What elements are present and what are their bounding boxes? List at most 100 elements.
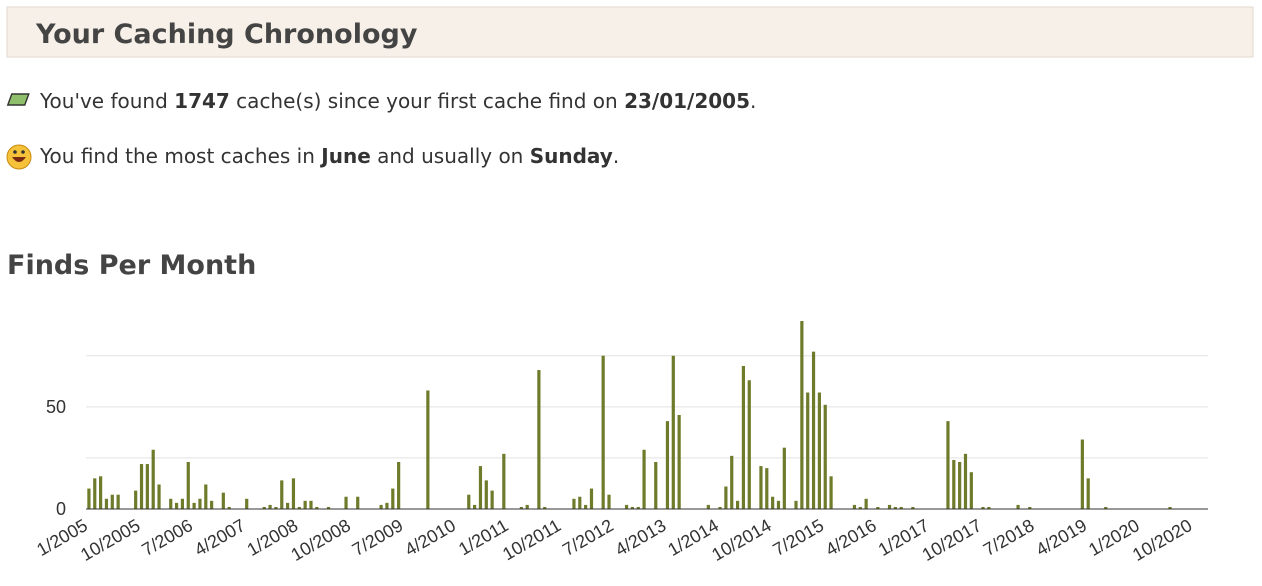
bar [911, 506, 915, 509]
bar [519, 506, 523, 509]
stat-line: You've found 1747 cache(s) since your fi… [39, 89, 756, 113]
bar [525, 504, 529, 509]
bar [771, 496, 775, 509]
bar [391, 488, 395, 509]
bar [291, 478, 296, 509]
stat-value: 1747 [174, 89, 230, 113]
bar [262, 506, 266, 509]
bar [490, 490, 494, 509]
bar [104, 498, 109, 509]
x-tick-label: 7/2012 [559, 515, 617, 560]
stat-text: and usually on [371, 144, 530, 168]
money-icon [6, 93, 30, 106]
bar [99, 476, 103, 509]
bar [601, 355, 605, 509]
bar [969, 472, 973, 509]
bar [139, 464, 144, 509]
stat-text: You find the most caches in [39, 144, 321, 168]
x-tick-label: 4/2010 [401, 515, 459, 560]
bar [356, 496, 360, 509]
bar [671, 355, 675, 509]
stat-value: 23/01/2005 [624, 89, 750, 113]
bar [93, 478, 97, 509]
bar [572, 498, 576, 509]
bar [963, 453, 968, 509]
bar [543, 506, 547, 509]
bar [958, 462, 962, 509]
bar [858, 506, 862, 509]
bar [1028, 506, 1032, 509]
x-tick-label: 10/2011 [499, 515, 564, 564]
bar [484, 480, 488, 509]
plot: 0501/200510/20057/20064/20071/200810/200… [33, 321, 1208, 565]
bar [110, 494, 114, 509]
bar [169, 498, 173, 509]
bar [280, 480, 284, 509]
stat-text: . [613, 144, 619, 168]
bar [268, 504, 272, 509]
bar [309, 500, 313, 509]
bar [198, 498, 202, 509]
header-box [6, 6, 1254, 58]
bar [502, 453, 506, 509]
bar [665, 421, 670, 509]
bar [473, 504, 477, 509]
bar [379, 504, 383, 509]
bar [589, 488, 594, 509]
x-tick-label: 4/2013 [612, 515, 670, 560]
bar [1086, 478, 1090, 509]
x-tick-label: 7/2018 [980, 515, 1038, 560]
bar [735, 500, 740, 509]
bar [642, 449, 646, 509]
y-tick-label: 0 [56, 499, 66, 519]
x-tick-label: 4/2019 [1033, 515, 1091, 560]
chart-title: Finds Per Month [7, 250, 256, 281]
bar [741, 365, 746, 509]
x-tick-label: 10/2017 [919, 515, 985, 565]
bar [397, 462, 401, 509]
bar [584, 504, 588, 509]
bar [747, 380, 751, 509]
bar [297, 506, 301, 509]
y-tick-label: 50 [46, 397, 66, 417]
bar [210, 500, 214, 509]
bar [794, 500, 798, 509]
bar [326, 506, 331, 509]
bar [116, 494, 120, 509]
bar [759, 466, 763, 509]
x-tick-label: 4/2016 [822, 515, 880, 560]
bar [180, 498, 185, 509]
bar [174, 502, 179, 509]
bar [718, 506, 722, 509]
x-tick-label: 10/2008 [288, 515, 354, 565]
stat-line: You find the most caches in June and usu… [39, 144, 619, 168]
bar [426, 390, 430, 509]
bar [1168, 506, 1172, 509]
stat-value: Sunday [530, 144, 613, 168]
bar [893, 506, 897, 509]
bar [245, 498, 249, 509]
bar [765, 468, 769, 509]
bar [782, 447, 786, 509]
bar [724, 486, 728, 509]
stat-text: . [750, 89, 756, 113]
stat-text: cache(s) since your first cache find on [230, 89, 624, 113]
bar [800, 321, 804, 509]
bar [952, 459, 956, 509]
bar [811, 351, 816, 509]
bar [823, 404, 827, 509]
bar [899, 506, 903, 509]
bar [87, 488, 91, 509]
header-title: Your Caching Chronology [35, 19, 418, 50]
bar [286, 502, 290, 509]
bar [315, 506, 319, 509]
bar [151, 449, 155, 509]
x-tick-label: 7/2009 [349, 515, 407, 560]
bar [537, 370, 541, 509]
bar [654, 462, 658, 509]
stat-value: June [319, 144, 370, 168]
x-tick-label: 10/2020 [1129, 515, 1195, 565]
bar [624, 504, 629, 509]
bar [221, 492, 225, 509]
